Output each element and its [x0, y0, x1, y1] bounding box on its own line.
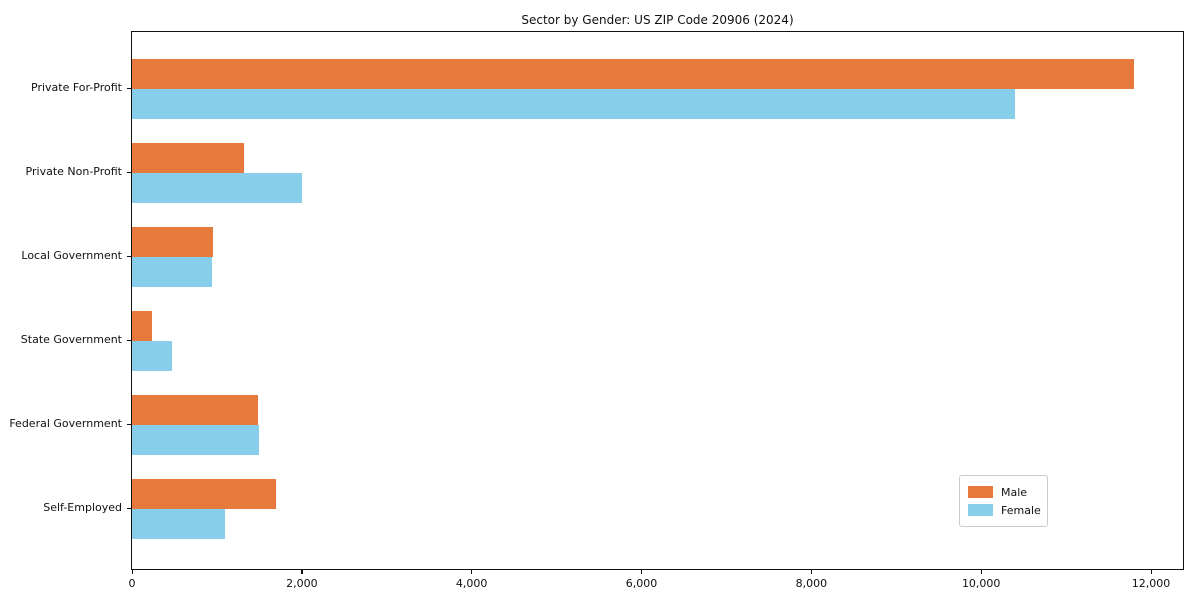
bar-male-federal-government: [132, 394, 258, 425]
x-axis-tick: [1150, 569, 1152, 574]
bar-male-self-employed: [132, 478, 277, 509]
bar-male-private-for-profit: [132, 58, 1135, 89]
y-axis-tick: [127, 340, 132, 342]
bar-male-state-government: [132, 310, 153, 341]
x-axis-tick: [810, 569, 813, 574]
chart-title: Sector by Gender: US ZIP Code 20906 (202…: [521, 13, 794, 27]
x-axis-tick-label: 12,000: [1131, 577, 1171, 590]
bar-female-self-employed: [132, 508, 226, 539]
bar-male-local-government: [132, 226, 213, 257]
legend-swatch-male: [968, 486, 993, 498]
legend-swatch-female: [968, 504, 993, 516]
plot-area: Private For-Profit Private Non-Profit Loca…: [9, 31, 1184, 590]
x-axis-tick: [980, 569, 982, 574]
bar-male-private-non-profit: [132, 142, 245, 173]
y-axis-label-federal-government: Federal Government: [9, 416, 122, 430]
x-axis-tick-label: 6,000: [625, 577, 658, 590]
x-axis-tick: [131, 569, 133, 574]
y-axis-label-private-non-profit: Private Non-Profit: [25, 164, 122, 178]
y-axis-label-self-employed: Self-Employed: [43, 500, 122, 514]
x-axis-tick: [301, 569, 303, 574]
x-axis-tick-label: 10,000: [961, 577, 1001, 590]
y-axis-label-local-government: Local Government: [21, 248, 122, 262]
bar-female-state-government: [132, 340, 172, 371]
bar-female-private-non-profit: [132, 172, 302, 203]
bar-female-local-government: [132, 256, 212, 287]
x-axis-tick: [641, 569, 643, 574]
bar-female-private-for-profit: [132, 88, 1016, 119]
x-axis-tick-label: 0: [128, 577, 136, 590]
x-axis-tick-label: 2,000: [286, 577, 318, 590]
legend-item-male: Male: [968, 483, 1039, 501]
legend: Male Female: [959, 475, 1048, 527]
legend-item-female: Female: [968, 501, 1041, 519]
x-axis-tick-label: 8,000: [795, 577, 828, 590]
y-axis-tick: [127, 256, 132, 258]
y-axis-tick: [127, 88, 132, 90]
y-axis-tick: [127, 172, 132, 174]
y-axis-tick: [127, 424, 132, 426]
y-axis-tick: [127, 508, 132, 510]
y-axis-label-state-government: State Government: [20, 332, 122, 346]
y-axis-label-private-for-profit: Private For-Profit: [31, 80, 122, 94]
legend-label-male: Male: [1001, 485, 1028, 499]
legend-label-female: Female: [1001, 503, 1041, 517]
bar-female-federal-government: [132, 424, 259, 455]
x-axis-tick: [471, 569, 473, 574]
x-axis-tick-label: 4,000: [455, 577, 488, 590]
